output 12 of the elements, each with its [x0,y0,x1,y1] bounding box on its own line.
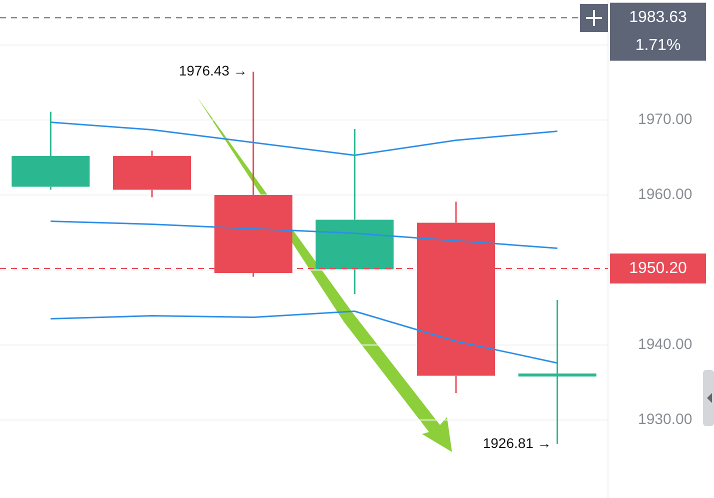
candlestick [12,111,90,190]
ref-line-label: 1983.63 [629,9,688,26]
y-tick-label: 1930.00 [638,411,692,428]
y-tick-label: 1960.00 [638,186,692,204]
candlestick [112,150,192,198]
annotation: 1926.81 → [482,434,552,451]
annotation: 1976.43 → [178,62,248,79]
text: 1.71% [635,37,681,54]
ref-line-label: 1950.20 [629,260,688,277]
candlestick [316,128,394,295]
y-tick-label: 1940.00 [638,336,692,354]
y-tick-label: 1970.00 [638,111,692,128]
